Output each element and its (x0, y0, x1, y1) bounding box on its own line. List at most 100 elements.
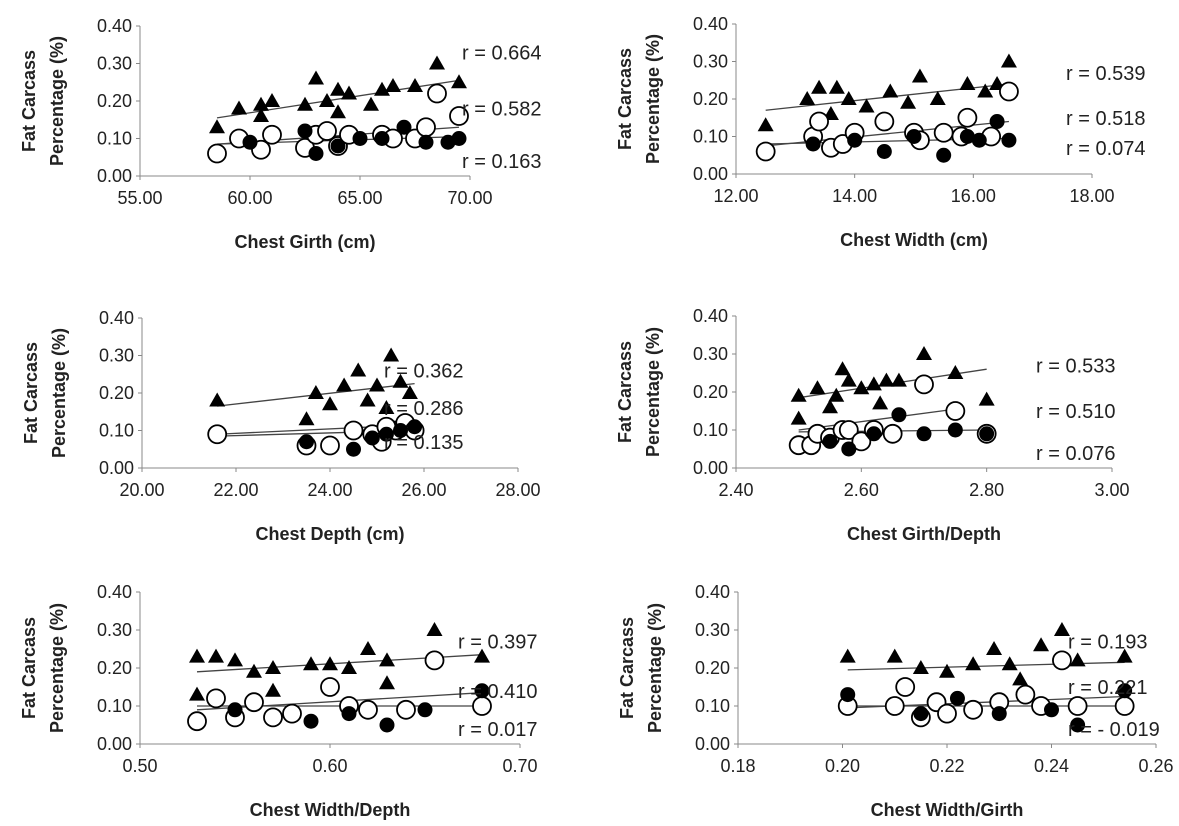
data-point-triangle (865, 376, 882, 391)
chart-panel-chest-width-depth: 0.00 0.10 0.20 0.30 0.40 0.50 0.60 0.70 Chest Wi… (19, 582, 538, 820)
data-point-triangle (916, 346, 932, 360)
data-point-triangle (1116, 648, 1133, 663)
data-point-triangle (246, 663, 262, 678)
y-axis-label: Fat Carcass (21, 342, 41, 444)
data-point-triangle (1000, 53, 1017, 68)
data-point-triangle (307, 385, 324, 399)
data-point-triangle (209, 392, 226, 407)
y-tick-label: 0.10 (693, 127, 728, 147)
y-tick-label: 0.30 (693, 52, 728, 72)
trend-line-open-circle (196, 692, 483, 711)
y-tick-label: 0.00 (97, 734, 132, 754)
data-point-triangle (253, 108, 269, 122)
y-tick-label: 0.10 (97, 129, 132, 149)
data-point-filled-circle (805, 136, 821, 152)
data-point-triangle (882, 83, 899, 98)
data-point-open-circle (963, 699, 984, 720)
data-point-filled-circle (297, 123, 313, 139)
data-point-open-circle (424, 650, 445, 671)
x-tick-label: 0.18 (720, 756, 755, 776)
y-axis-label: Fat Carcass (19, 50, 39, 152)
data-point-triangle (341, 85, 357, 100)
data-point-open-circle (1067, 696, 1088, 716)
x-tick-label: 22.00 (213, 480, 258, 500)
x-tick-label: 0.50 (122, 756, 157, 776)
data-point-triangle (1069, 652, 1086, 667)
x-tick-label: 70.00 (447, 188, 492, 208)
data-point-triangle (858, 98, 875, 113)
y-axis-label: Percentage (%) (643, 327, 663, 457)
data-point-filled-circle (407, 419, 423, 435)
data-point-triangle (231, 100, 247, 115)
data-point-filled-circle (417, 702, 433, 718)
data-point-filled-circle (474, 683, 490, 699)
data-point-triangle (828, 387, 845, 402)
data-point-filled-circle (352, 131, 368, 146)
chart-panel-chest-depth: 0.00 0.10 0.20 0.30 0.40 20.00 22.00 24.00 26.00… (21, 308, 541, 544)
x-tick-label: 0.24 (1034, 756, 1069, 776)
data-point-open-circle (874, 111, 895, 132)
y-axis-label: Percentage (%) (49, 328, 69, 458)
data-point-triangle (303, 656, 319, 671)
data-point-filled-circle (979, 426, 995, 442)
data-point-triangle (965, 656, 982, 671)
data-point-filled-circle (876, 144, 892, 159)
x-axis-label: Chest Width (cm) (840, 230, 988, 250)
data-point-triangle (834, 361, 851, 376)
y-axis-label: Fat Carcass (617, 617, 637, 719)
x-tick-label: 0.22 (929, 756, 964, 776)
data-point-triangle (939, 663, 955, 678)
data-point-triangle (330, 81, 346, 96)
correlation-label: r = 0.193 (1068, 631, 1148, 653)
data-point-triangle (297, 96, 313, 111)
data-point-triangle (319, 93, 335, 107)
trend-line-open-circle (798, 408, 956, 431)
y-tick-label: 0.30 (99, 346, 134, 366)
data-point-open-circle (882, 423, 903, 444)
data-point-triangle (265, 682, 281, 697)
x-tick-label: 26.00 (401, 480, 446, 500)
data-point-open-circle (282, 703, 302, 724)
data-point-filled-circle (1044, 702, 1059, 718)
data-point-triangle (379, 652, 395, 667)
data-point-open-circle (957, 107, 978, 128)
x-tick-label: 14.00 (832, 186, 877, 206)
y-tick-label: 0.10 (695, 696, 730, 716)
data-point-triangle (799, 91, 816, 105)
y-tick-label: 0.40 (693, 14, 728, 34)
data-point-triangle (379, 675, 395, 690)
data-point-triangle (341, 660, 357, 674)
y-tick-label: 0.20 (97, 91, 132, 111)
data-point-filled-circle (959, 129, 975, 144)
y-tick-label: 0.30 (97, 620, 132, 640)
x-tick-label: 60.00 (227, 188, 272, 208)
data-point-open-circle (187, 711, 207, 732)
y-tick-label: 0.40 (693, 306, 728, 326)
y-tick-label: 0.00 (693, 164, 728, 184)
correlation-label: r = 0.518 (1066, 108, 1146, 130)
y-axis-label: Fat Carcass (19, 617, 39, 719)
correlation-label: r = 0.135 (384, 432, 464, 454)
correlation-label: r = 0.533 (1036, 355, 1116, 377)
data-point-open-circle (244, 692, 264, 713)
data-point-triangle (189, 686, 205, 701)
x-tick-label: 55.00 (117, 188, 162, 208)
data-point-triangle (322, 656, 338, 671)
data-point-triangle (839, 648, 856, 663)
x-tick-label: 24.00 (307, 480, 352, 500)
data-point-triangle (451, 74, 467, 89)
data-point-open-circle (1052, 650, 1072, 671)
correlation-label: r = 0.664 (462, 42, 542, 64)
data-point-filled-circle (346, 441, 361, 457)
data-point-filled-circle (913, 706, 929, 722)
correlation-label: r = 0.397 (458, 631, 538, 653)
chart-panel-chest-girth-depth: 0.00 0.10 0.20 0.30 0.40 2.40 2.60 2.80 3.00 Ches… (615, 306, 1130, 544)
data-point-triangle (872, 395, 889, 410)
data-point-open-circle (838, 420, 859, 440)
data-point-triangle (401, 385, 418, 399)
data-point-triangle (209, 119, 225, 134)
data-point-open-circle (343, 420, 364, 441)
data-point-triangle (385, 78, 401, 92)
